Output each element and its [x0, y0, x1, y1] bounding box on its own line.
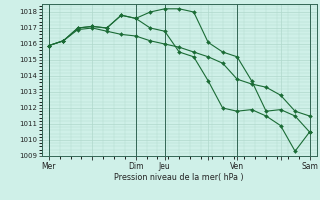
X-axis label: Pression niveau de la mer( hPa ): Pression niveau de la mer( hPa ) [114, 173, 244, 182]
